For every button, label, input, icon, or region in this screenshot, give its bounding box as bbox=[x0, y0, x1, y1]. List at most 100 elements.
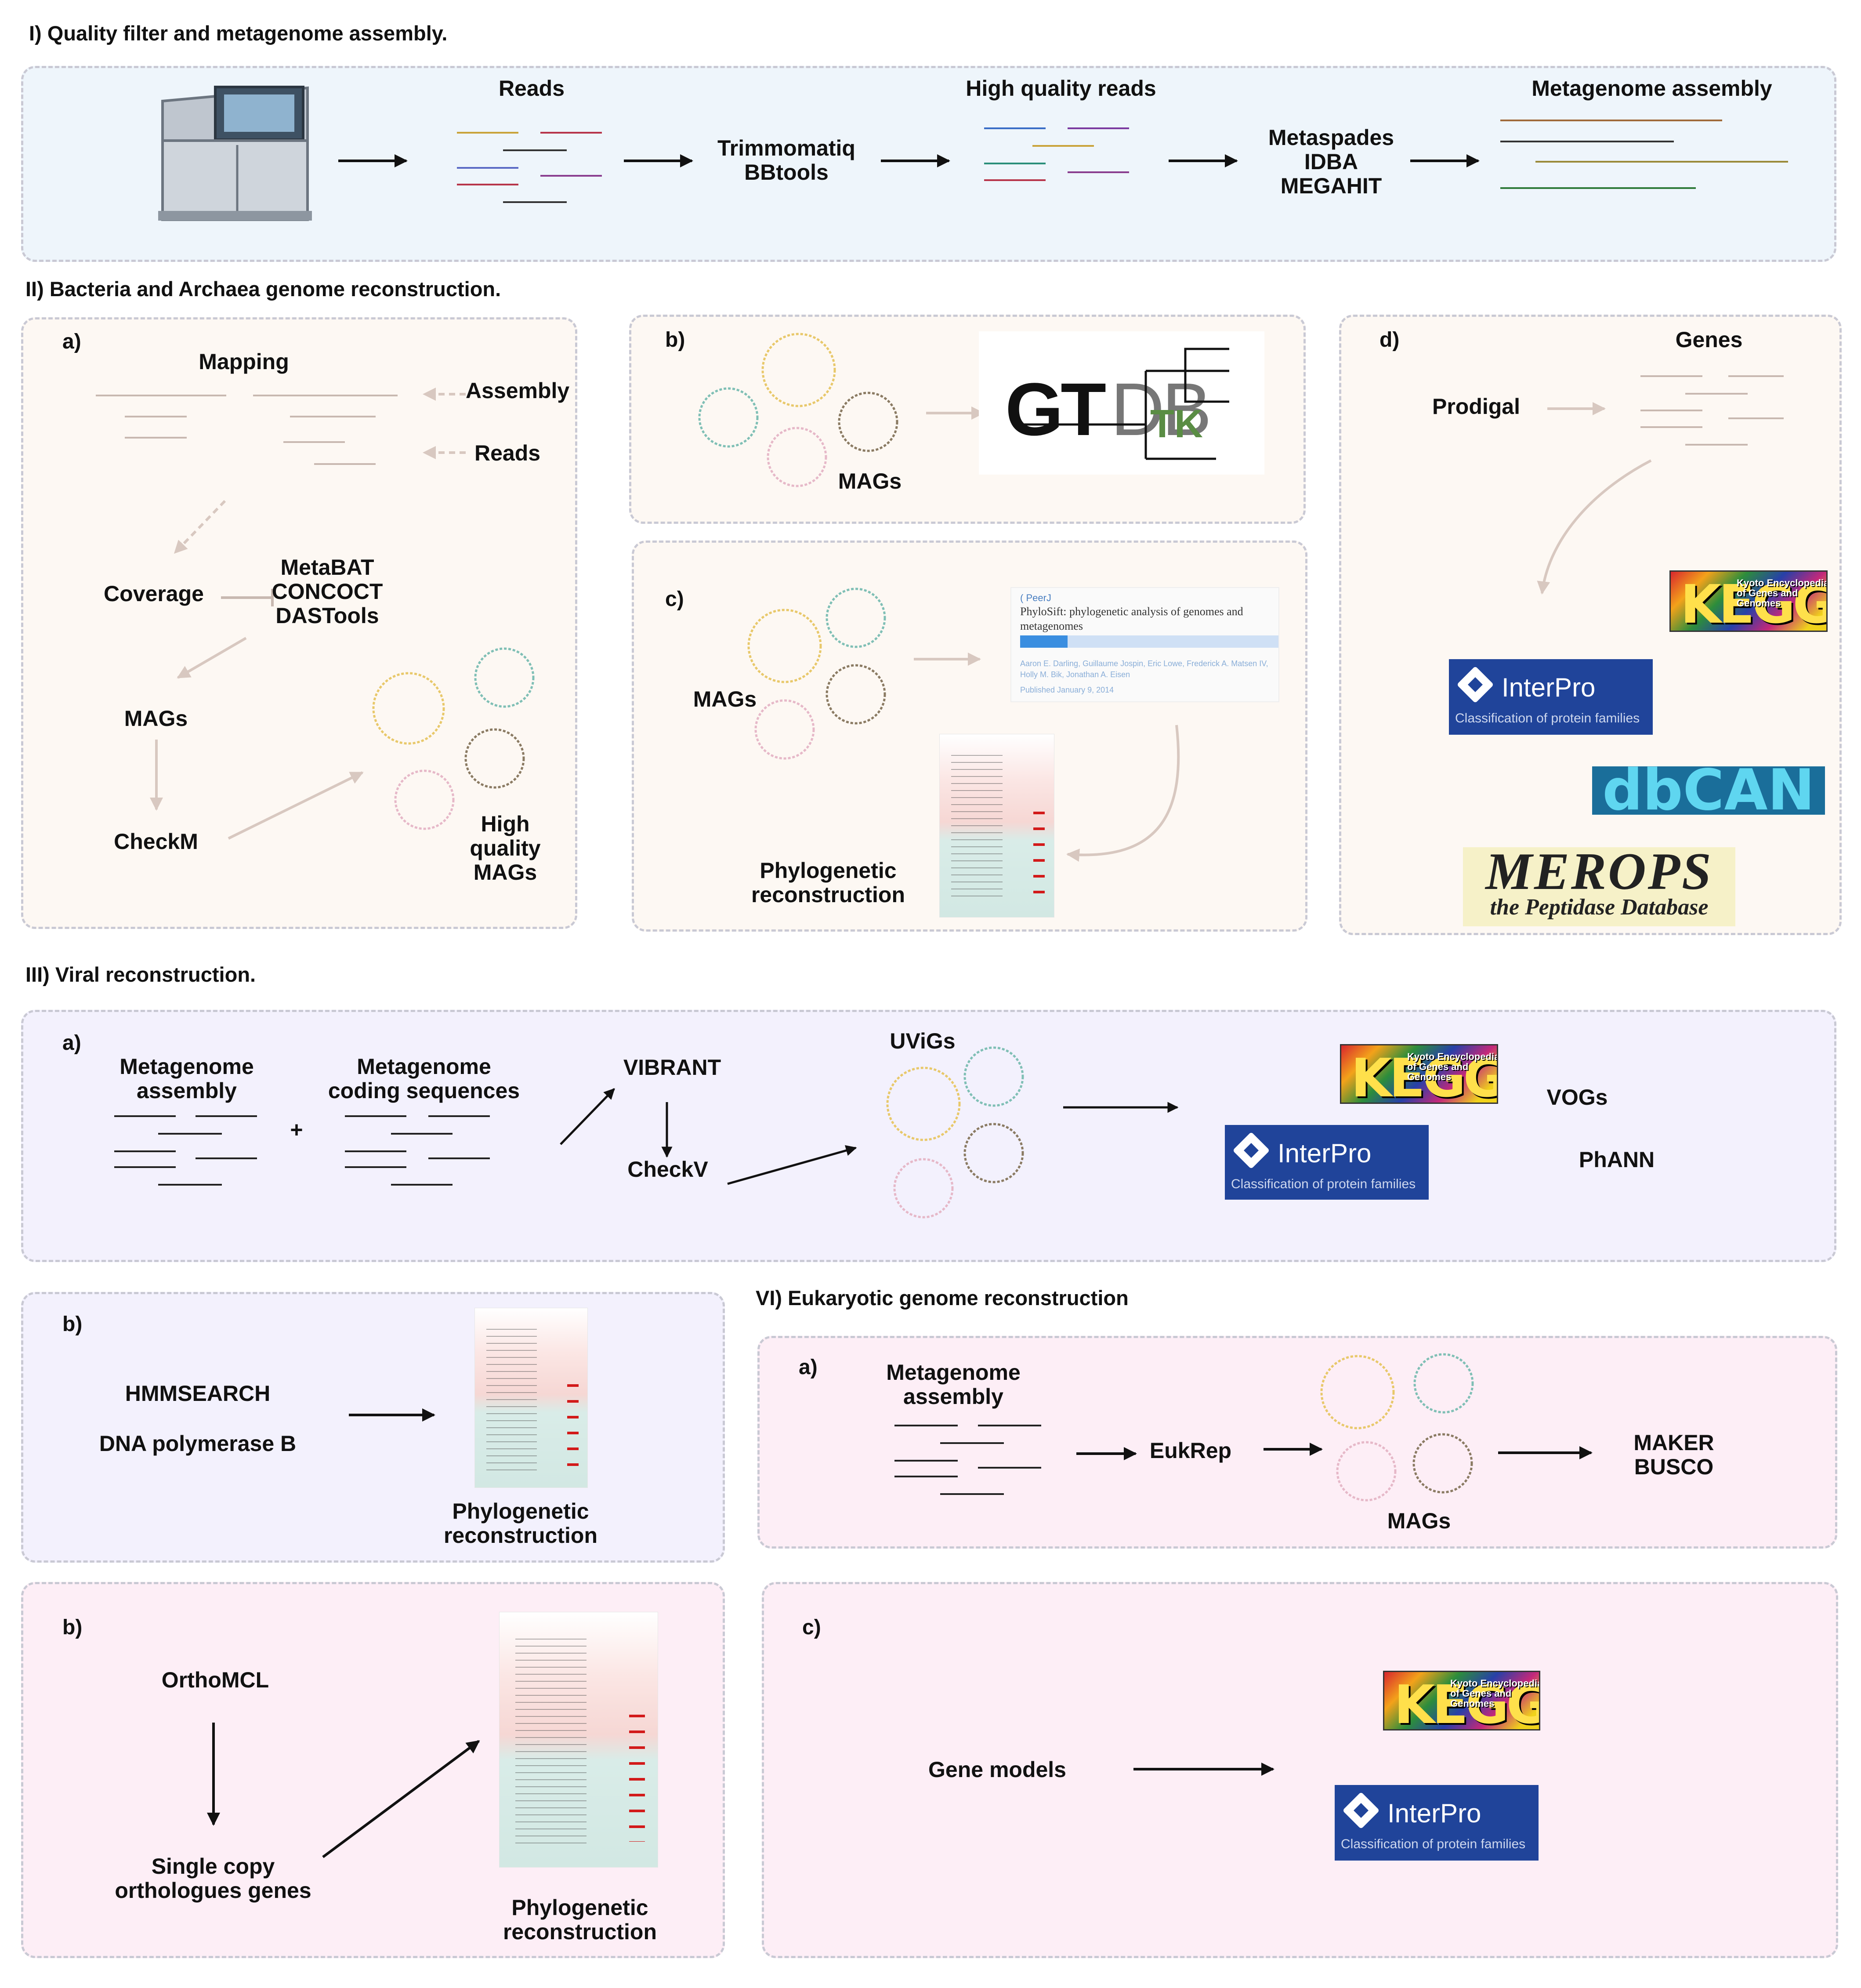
tag-6b: b) bbox=[62, 1616, 83, 1639]
label-checkm: CheckM bbox=[114, 829, 198, 854]
kegg-sub: Kyoto Encyclopedia of Genes and Genomes bbox=[1737, 577, 1828, 609]
tag-6a: a) bbox=[799, 1356, 818, 1379]
paper-authors: Aaron E. Darling, Guillaume Jospin, Eric… bbox=[1020, 659, 1268, 679]
label-vogs: VOGs bbox=[1546, 1085, 1608, 1110]
label-gene-models: Gene models bbox=[928, 1757, 1066, 1782]
euk-mag-circles bbox=[1320, 1353, 1474, 1502]
label-single-copy: Single copy orthologues genes bbox=[115, 1854, 311, 1903]
phylogenetic-tree-6b bbox=[499, 1612, 658, 1868]
phylogenetic-tree-3b bbox=[474, 1308, 588, 1488]
kegg-logo-3a: KEGG Kyoto Encyclopedia of Genes and Gen… bbox=[1340, 1044, 1498, 1104]
tag-2d: d) bbox=[1379, 328, 1400, 352]
mag-circles-2c bbox=[747, 588, 886, 760]
phylogenetic-tree-2c bbox=[939, 734, 1054, 918]
label-euk-assembly: Metagenome assembly bbox=[886, 1360, 1021, 1409]
section-title-bacteria: II) Bacteria and Archaea genome reconstr… bbox=[25, 277, 501, 301]
interpro-logo-3a: InterPro Classification of protein famil… bbox=[1225, 1125, 1429, 1200]
interpro-name: InterPro bbox=[1502, 673, 1596, 702]
panel-euk-c bbox=[762, 1582, 1838, 1958]
panel-viral-b bbox=[21, 1292, 725, 1563]
section-title-eukaryotic: VI) Eukaryotic genome reconstruction bbox=[756, 1286, 1129, 1310]
arrows-section-2a bbox=[150, 388, 466, 840]
phylosift-paper: ( PeerJ PhyloSift: phylogenetic analysis… bbox=[1010, 587, 1279, 702]
label-prodigal: Prodigal bbox=[1432, 394, 1521, 419]
interpro-sub: Classification of protein families bbox=[1341, 1837, 1526, 1851]
label-eukrep: EukRep bbox=[1149, 1438, 1232, 1463]
hq-reads-lines bbox=[984, 127, 1129, 181]
panel-euk-a bbox=[757, 1336, 1837, 1549]
tag-3a: a) bbox=[62, 1031, 81, 1055]
interpro-name: InterPro bbox=[1278, 1139, 1372, 1168]
label-genes: Genes bbox=[1675, 327, 1743, 352]
arrows-section-6b bbox=[207, 1723, 480, 1858]
tag-2b: b) bbox=[665, 328, 685, 352]
kegg-logo-2d: KEGG Kyoto Encyclopedia of Genes and Gen… bbox=[1669, 570, 1828, 632]
interpro-logo-6c: InterPro Classification of protein famil… bbox=[1335, 1785, 1539, 1861]
label-viral-assembly: Metagenome assembly bbox=[119, 1054, 254, 1103]
paper-category-chips bbox=[1020, 635, 1278, 648]
arrows-section-6a bbox=[1076, 1443, 1593, 1460]
label-orthomcl: OrthoMCL bbox=[161, 1668, 269, 1692]
label-uvigs: UViGs bbox=[890, 1029, 956, 1053]
label-plus: + bbox=[290, 1117, 303, 1142]
arrows-section-2c bbox=[914, 653, 1180, 862]
interpro-sub: Classification of protein families bbox=[1455, 711, 1640, 726]
arrows-section-3a bbox=[560, 1088, 1179, 1185]
interpro-sub: Classification of protein families bbox=[1231, 1177, 1416, 1191]
interpro-icon bbox=[1456, 666, 1494, 704]
section-title-viral: III) Viral reconstruction. bbox=[25, 963, 256, 986]
viral-assembly-lines bbox=[114, 1115, 490, 1186]
interpro-icon bbox=[1342, 1792, 1380, 1829]
gtdb-tk-logo: GT DB TK bbox=[979, 331, 1264, 475]
label-hq-mags: High quality MAGs bbox=[470, 812, 541, 885]
paper-journal: ( PeerJ bbox=[1020, 592, 1051, 603]
label-dna-polymerase: DNA polymerase B bbox=[99, 1431, 297, 1456]
mapping-lines bbox=[96, 395, 398, 465]
interpro-name: InterPro bbox=[1387, 1799, 1481, 1828]
kegg-mark: KEGG bbox=[1351, 1048, 1498, 1104]
label-checkv: CheckV bbox=[627, 1157, 708, 1182]
kegg-logo-6c: KEGG Kyoto Encyclopedia of Genes and Gen… bbox=[1383, 1671, 1540, 1730]
label-coding-sequences: Metagenome coding sequences bbox=[328, 1054, 520, 1103]
label-mapping: Mapping bbox=[199, 349, 289, 374]
tag-6c: c) bbox=[802, 1616, 821, 1639]
label-phylo-6b: Phylogenetic reconstruction bbox=[503, 1895, 657, 1944]
tag-2a: a) bbox=[62, 330, 81, 353]
section-title-quality: I) Quality filter and metagenome assembl… bbox=[29, 22, 448, 45]
label-vibrant: VIBRANT bbox=[623, 1055, 721, 1080]
gtdb-gt-text: GT bbox=[1005, 368, 1106, 451]
label-phann: PhANN bbox=[1579, 1147, 1655, 1172]
label-mags-2b: MAGs bbox=[838, 469, 902, 493]
mag-circles-2a bbox=[372, 647, 535, 830]
label-mags-6a: MAGs bbox=[1387, 1509, 1451, 1533]
panel-quality-assembly bbox=[21, 66, 1836, 262]
merops-logo: MEROPS the Peptidase Database bbox=[1463, 847, 1735, 926]
interpro-logo-2d: InterPro Classification of protein famil… bbox=[1449, 659, 1653, 735]
assembly-lines bbox=[1500, 120, 1788, 189]
label-maker-busco: MAKER BUSCO bbox=[1633, 1430, 1714, 1479]
label-hq-reads: High quality reads bbox=[966, 76, 1156, 101]
kegg-sub: Kyoto Encyclopedia of Genes and Genomes bbox=[1407, 1051, 1498, 1083]
label-binners: MetaBAT CONCOCT DASTools bbox=[272, 555, 383, 628]
panel-viral-a bbox=[21, 1010, 1836, 1262]
label-mags-2c: MAGs bbox=[693, 687, 757, 711]
gene-lines bbox=[1640, 375, 1784, 446]
panel-bacteria-a bbox=[21, 317, 577, 929]
label-reads: Reads bbox=[498, 76, 565, 101]
dbcan-logo: dbCAN bbox=[1592, 766, 1825, 815]
label-assemblers: Metaspades IDBA MEGAHIT bbox=[1268, 125, 1394, 198]
merops-sub: the Peptidase Database bbox=[1490, 895, 1709, 920]
merops-name: MEROPS bbox=[1485, 847, 1713, 900]
kegg-mark: KEGG bbox=[1394, 1675, 1540, 1730]
paper-title: PhyloSift: phylogenetic analysis of geno… bbox=[1020, 605, 1243, 632]
label-reads-2a: Reads bbox=[474, 441, 541, 465]
reads-lines bbox=[457, 132, 602, 203]
gtdb-tk-text: TK bbox=[1150, 402, 1203, 446]
tag-3b: b) bbox=[62, 1313, 83, 1336]
label-mags-2a: MAGs bbox=[124, 706, 188, 731]
label-phylo-2c: Phylogenetic reconstruction bbox=[751, 858, 905, 907]
label-phylo-3b: Phylogenetic reconstruction bbox=[443, 1499, 598, 1548]
interpro-icon bbox=[1232, 1132, 1270, 1169]
